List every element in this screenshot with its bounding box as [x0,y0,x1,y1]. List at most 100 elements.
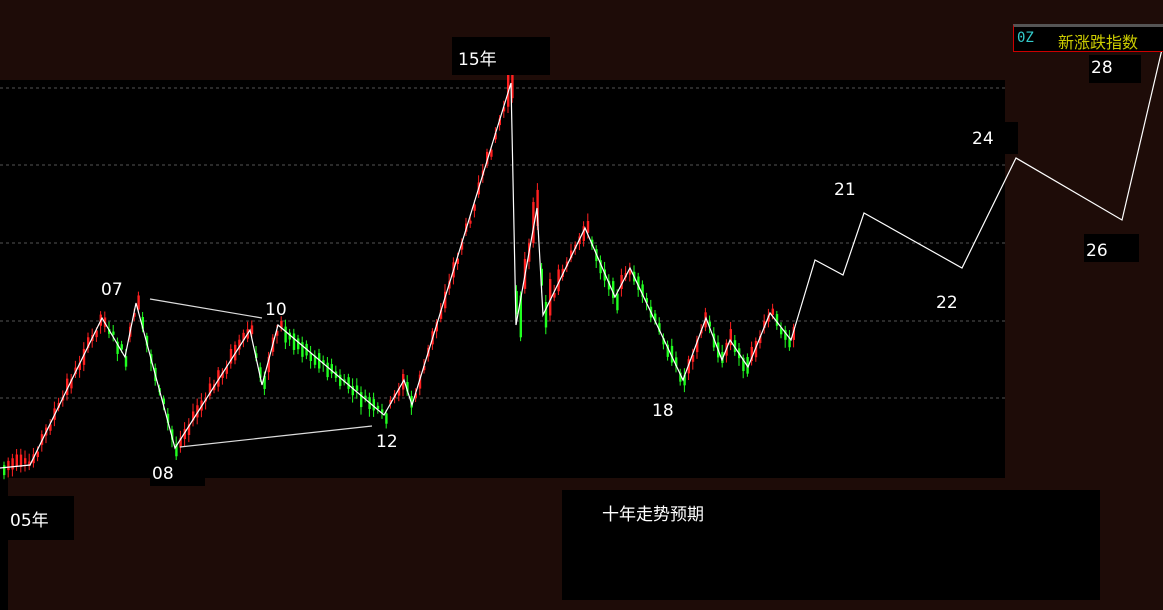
candle [376,405,380,410]
candle [708,321,711,327]
label-box-15 [452,37,550,75]
label-box-24 [966,122,1018,154]
candle [679,372,682,382]
candle [95,330,98,338]
label-12: 12 [376,432,398,452]
candle [385,413,388,424]
candle [229,348,233,364]
candle [637,276,640,290]
label-07: 07 [101,280,123,300]
candle [351,386,354,396]
label-08: 08 [152,464,174,484]
candle [423,365,426,371]
candle [225,366,228,374]
candle [591,239,594,247]
candle [11,458,14,470]
candle [763,321,766,329]
candle [687,359,690,374]
candle [196,405,199,418]
candle [36,451,39,458]
candle [49,424,52,431]
candle [570,250,573,259]
candle [28,461,31,467]
candle [250,325,254,335]
label-10: 10 [265,300,287,320]
candle [733,340,737,352]
candle [288,332,291,340]
candle [460,241,464,250]
candle [750,346,753,362]
candle [788,337,791,348]
candle [301,342,304,357]
candle [355,385,359,391]
indicator-legend[interactable]: 0Z 新涨跌指数 [1013,24,1163,52]
candle [628,269,632,275]
candle [108,329,111,334]
candle [620,274,623,289]
candle [666,344,669,357]
candle [683,375,686,386]
candle [662,338,665,345]
candle [439,309,443,319]
candle [670,345,674,363]
candle [187,424,191,435]
candle [582,226,585,242]
candle [759,336,762,344]
candle [780,327,783,335]
candle [280,320,283,328]
label-18: 18 [652,401,674,421]
candle [389,399,392,404]
candle [133,312,136,317]
candle [532,202,535,244]
trend-line-bottom [179,425,373,448]
candle [381,409,384,414]
candle [87,337,90,349]
candle [217,370,220,387]
candle [82,348,86,365]
candle [183,429,186,440]
candle [775,314,779,326]
trend-line-top [149,298,263,319]
candle [519,295,522,338]
candle [742,357,745,372]
candle [297,338,300,350]
candle [607,280,611,290]
candle [410,395,413,408]
candle [292,333,296,350]
label-box-05 [8,496,74,540]
candle [372,399,375,411]
candle [259,367,262,378]
candle [397,388,401,396]
candle [137,295,140,310]
candle [490,149,493,157]
candle [658,323,661,332]
label-26: 26 [1086,241,1108,261]
candle [675,357,678,367]
candle [318,353,321,369]
candle [70,379,73,389]
candle [612,281,615,298]
label-28: 28 [1091,58,1113,78]
candle [284,326,287,343]
candle [498,118,501,126]
candle [754,340,758,358]
candle [116,341,119,354]
candle [15,454,18,467]
candle [641,284,644,297]
indicator-name: 新涨跌指数 [1058,33,1139,52]
candle [24,458,27,464]
candle [784,330,787,340]
candle [192,411,195,421]
candle [502,107,506,112]
axis-strip [0,478,8,610]
note-text: 十年走势预期 [602,505,704,525]
candle [162,398,165,405]
candle [112,331,115,335]
candle [515,291,518,315]
candle [511,66,514,99]
candle [767,315,770,322]
candle [691,354,695,362]
candle [179,438,182,448]
label-box-26 [1084,234,1139,262]
candle [322,360,325,364]
